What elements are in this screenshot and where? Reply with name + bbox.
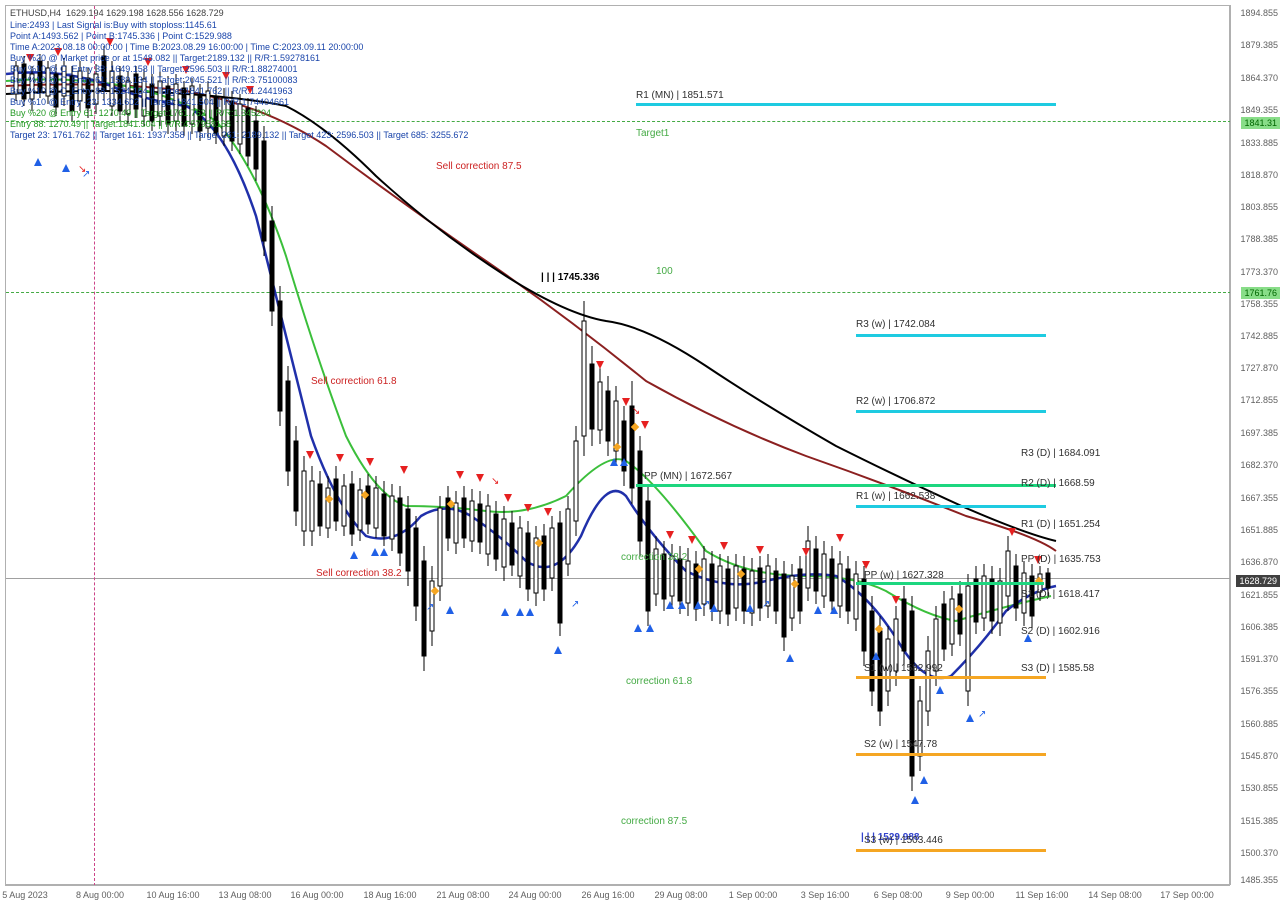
time-axis: 5 Aug 2023 8 Aug 00:00 10 Aug 16:00 13 A… — [5, 885, 1230, 920]
annotation-corr38: correction 38.2 — [621, 552, 687, 563]
annotation-target1: Target1 — [636, 128, 669, 139]
price-axis: 1894.855 1879.385 1864.370 1849.355 1841… — [1230, 5, 1280, 885]
chart-container: MARKETZ▮SITE — [0, 0, 1280, 920]
symbol-ohlc: ETHUSD,H4 1629.194 1629.198 1628.556 162… — [10, 8, 224, 19]
annotation-pointB: | | | 1745.336 — [541, 272, 599, 283]
annotation-sell38: Sell correction 38.2 — [316, 568, 402, 579]
chart-plot-area[interactable]: ↘ ↗ ↗ ↘ ↗ ↘ — [5, 5, 1230, 885]
annotation-sell61: Sell correction 61.8 — [311, 376, 397, 387]
annotation-sell87: Sell correction 87.5 — [436, 161, 522, 172]
annotation-corr61: correction 61.8 — [626, 676, 692, 687]
annotation-corr87: correction 87.5 — [621, 816, 687, 827]
annotation-100: 100 — [656, 266, 673, 277]
